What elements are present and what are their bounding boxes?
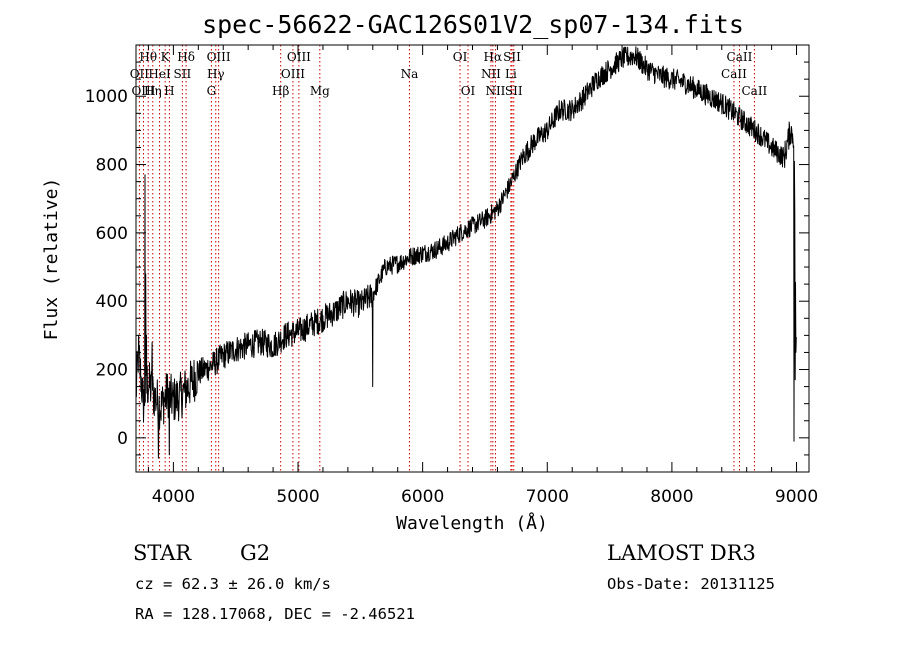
emission-line-label: SII [503, 50, 521, 64]
y-tick-label: 400 [96, 292, 128, 312]
x-tick-label: 4000 [152, 487, 195, 507]
redshift-velocity: cz = 62.3 ± 26.0 km/s [135, 575, 331, 593]
y-tick-label: 200 [96, 361, 128, 381]
x-tick-label: 5000 [276, 487, 319, 507]
emission-line-label: Hθ [139, 50, 157, 64]
emission-line-label: OIII [207, 50, 231, 64]
emission-line-label: OI [461, 84, 476, 98]
observation-date: Obs-Date: 20131125 [607, 575, 775, 593]
emission-line-label: Li [505, 67, 517, 81]
plot-frame [135, 44, 810, 473]
emission-line-label: Na [401, 67, 419, 81]
emission-line-label: G [207, 84, 217, 98]
emission-line-label: HeI [148, 67, 171, 81]
emission-line-label: SII [505, 84, 523, 98]
axis-ticks [136, 45, 809, 473]
emission-line-label: Hα [484, 50, 503, 64]
coordinates: RA = 128.17068, DEC = -2.46521 [135, 605, 415, 623]
emission-line-label: CaII [727, 50, 753, 64]
emission-line-label: OI [453, 50, 468, 64]
emission-line-label: SII [174, 67, 192, 81]
y-tick-label: 1000 [85, 87, 128, 107]
axis-tick-labels: 4000 5000 6000 7000 8000 9000 0 200 400 600 800 100… [85, 87, 818, 507]
spectrum-line [135, 46, 797, 459]
emission-line-label: OIII [131, 84, 155, 98]
emission-line-label: CaII [721, 67, 747, 81]
object-type: STAR [133, 541, 192, 565]
y-tick-label: 800 [96, 156, 128, 176]
emission-line-label: K [161, 50, 171, 64]
y-tick-label: 0 [117, 429, 128, 449]
survey-name: LAMOST DR3 [607, 541, 756, 565]
object-subclass: G2 [240, 541, 270, 565]
emission-line-label: OIII [281, 67, 305, 81]
y-tick-label: 600 [96, 224, 128, 244]
emission-line-label: OIII [287, 50, 311, 64]
emission-line-markers [138, 45, 755, 472]
x-axis-label: Wavelength (Å) [396, 512, 548, 534]
emission-line-label: NII [485, 84, 505, 98]
emission-line-label: NII [481, 67, 501, 81]
emission-line-label: H [164, 84, 174, 98]
emission-line-label: Hδ [177, 50, 195, 64]
x-tick-label: 9000 [775, 487, 818, 507]
spectrum-series [135, 46, 797, 459]
emission-line-label: OII [130, 67, 150, 81]
chart-title: spec-56622-GAC126S01V2_sp07-134.fits [202, 10, 744, 39]
emission-line-label: Hβ [272, 84, 289, 98]
x-tick-label: 8000 [650, 487, 693, 507]
emission-line-label: CaII [741, 84, 767, 98]
emission-line-label: Hγ [207, 67, 225, 81]
y-axis-label: Flux (relative) [41, 178, 62, 341]
x-tick-label: 7000 [526, 487, 569, 507]
emission-line-label: Hη [144, 84, 162, 98]
x-tick-label: 6000 [401, 487, 444, 507]
emission-line-label: Mg [310, 84, 330, 98]
